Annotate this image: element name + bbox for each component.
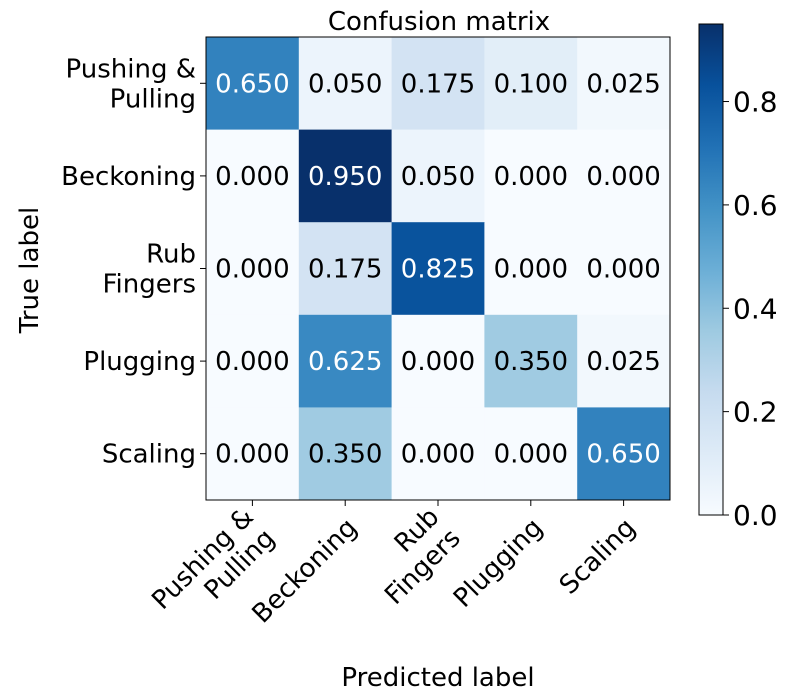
colorbar-tick-label: 0.2 [733,396,778,429]
cell-value-label: 0.000 [494,440,568,470]
heatmap-cell [391,129,485,223]
heatmap-cell [206,37,300,131]
heatmap-cell [391,37,485,131]
cell-value-label: 0.650 [215,69,289,99]
y-axis-label: True label [15,207,45,334]
cell-value-label: 0.025 [586,347,660,377]
y-tick-label: Pushing & Pulling [66,54,196,114]
heatmap-cell [484,314,578,408]
x-tick-label: Plugging [448,513,549,614]
cell-value-label: 0.050 [308,69,382,99]
cell-value-label: 0.625 [308,347,382,377]
colorbar-tick-label: 0.8 [733,86,778,119]
cell-value-label: 0.000 [215,347,289,377]
heatmap-cell [484,37,578,131]
colorbar-tick-label: 0.0 [733,499,778,532]
y-tick-label: Plugging [83,347,196,377]
heatmap-cell [577,222,671,316]
heatmap-cell [298,407,393,501]
heatmap-cell [577,129,671,223]
heatmap-cell [298,314,393,408]
heatmap-cell [484,222,578,316]
y-tick-label: Scaling [102,440,196,470]
cell-value-label: 0.050 [401,162,475,192]
heatmap-cell [577,407,671,501]
heatmap-cell [391,407,485,501]
cell-value-label: 0.000 [215,255,289,285]
x-tick-label: Scaling [554,513,642,601]
cell-value-label: 0.175 [401,69,475,99]
cell-value-label: 0.000 [215,162,289,192]
heatmap-cell [298,129,393,223]
y-tick-label: Rub Fingers [102,240,196,300]
y-axis-ticks: Pushing & Pulling Beckoning Rub Fingers Plugg… [61,54,206,470]
cell-value-label: 0.000 [401,440,475,470]
cell-value-label: 0.350 [308,440,382,470]
y-tick-label: Beckoning [61,162,196,192]
cell-value-label: 0.000 [586,255,660,285]
heatmap-cell [391,222,485,316]
heatmap-cell [391,314,485,408]
heatmap-cell [298,37,393,131]
cell-value-label: 0.950 [308,162,382,192]
heatmap-cell [206,407,300,501]
x-axis-label: Predicted label [341,663,534,693]
cell-value-label: 0.025 [586,69,660,99]
cell-value-label: 0.000 [215,440,289,470]
colorbar-tick-label: 0.4 [733,292,778,325]
heatmap-cell [206,129,300,223]
colorbar [698,23,724,516]
cell-value-label: 0.650 [586,440,660,470]
cell-value-label: 0.175 [308,255,382,285]
cell-value-label: 0.000 [494,162,568,192]
chart-title: Confusion matrix [328,7,550,37]
cell-value-label: 0.100 [494,69,568,99]
cell-value-label: 0.000 [401,347,475,377]
colorbar-ticks: 0.0 0.2 0.4 0.6 0.8 [723,86,778,532]
heatmap-cell [484,407,578,501]
heatmap-cell [298,222,393,316]
colorbar-tick-label: 0.6 [733,189,778,222]
heatmap-cells: 0.650 0.050 0.175 0.100 0.025 0.000 0.950 0.050… [206,37,671,501]
cell-value-label: 0.350 [494,347,568,377]
cell-value-label: 0.000 [494,255,568,285]
cell-value-label: 0.825 [401,255,475,285]
cell-value-label: 0.000 [586,162,660,192]
heatmap-cell [206,222,300,316]
heatmap-cell [577,314,671,408]
heatmap-cell [577,37,671,131]
heatmap-cell [206,314,300,408]
heatmap-cell [484,129,578,223]
